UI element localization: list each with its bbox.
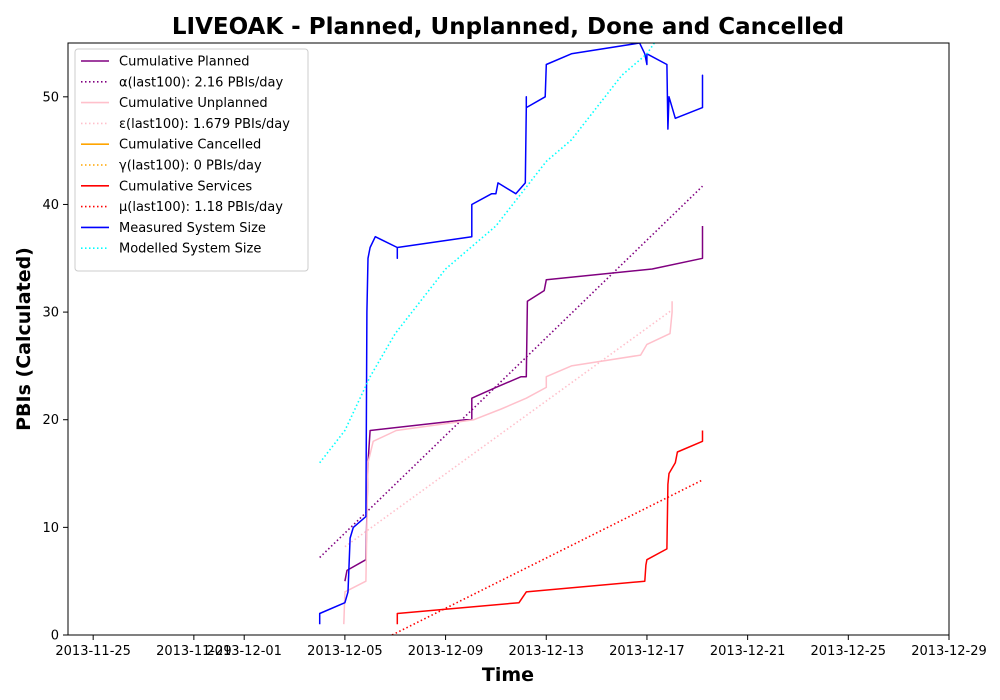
- series-group: [318, 43, 704, 635]
- axes-frame: [67, 42, 950, 636]
- legend-box: [74, 48, 309, 272]
- legend-label: Modelled System Size: [119, 242, 261, 257]
- legend-label: Cumulative Unplanned: [119, 96, 268, 111]
- x-tick-label: 2013-12-21: [710, 644, 786, 659]
- series-line-cumulative-unplanned: [343, 301, 673, 625]
- plot-area: [318, 43, 704, 635]
- y-tick-label: 20: [42, 413, 59, 428]
- x-tick-label: 2013-12-13: [508, 644, 584, 659]
- y-tick-label: 30: [42, 306, 59, 321]
- y-tick-label: 40: [42, 198, 59, 213]
- y-tick-label: 10: [42, 521, 59, 536]
- legend-label: μ(last100): 1.18 PBIs/day: [119, 200, 283, 215]
- x-tick-label: 2013-12-05: [307, 644, 383, 659]
- legend-label: Cumulative Services: [119, 179, 252, 194]
- series-line-last100-2-16-pbis-day: [319, 185, 704, 559]
- legend-label: Cumulative Cancelled: [119, 138, 261, 153]
- legend-label: Measured System Size: [119, 221, 266, 236]
- y-tick-label: 50: [42, 90, 59, 105]
- x-tick-label: 2013-12-09: [408, 644, 484, 659]
- y-axis-label: PBIs (Calculated): [13, 247, 35, 431]
- x-tick-label: 2013-11-25: [55, 644, 131, 659]
- x-tick-label: 2013-12-25: [811, 644, 887, 659]
- legend-label: γ(last100): 0 PBIs/day: [119, 159, 262, 174]
- x-axis-label: Time: [482, 664, 534, 686]
- chart-title: LIVEOAK - Planned, Unplanned, Done and C…: [172, 14, 844, 40]
- x-tick-label: 2013-11-29: [156, 644, 232, 659]
- series-line-last100-1-679-pbis-day: [344, 309, 673, 548]
- legend-label: Cumulative Planned: [119, 55, 249, 70]
- x-tick-label: 2013-12-17: [609, 644, 685, 659]
- x-tick-label: 2013-12-01: [206, 644, 282, 659]
- x-tick-label: 2013-12-29: [911, 644, 987, 659]
- legend: Cumulative Planned α(last100): 2.16 PBIs/…: [74, 48, 309, 272]
- series-line-measured-system-size: [318, 43, 704, 625]
- legend-label: α(last100): 2.16 PBIs/day: [119, 75, 284, 90]
- series-line-modelled-system-size: [319, 43, 655, 464]
- y-tick-label: 0: [51, 629, 59, 644]
- legend-label: ε(last100): 1.679 PBIs/day: [119, 117, 290, 132]
- series-line-last100-1-18-pbis-day: [391, 479, 703, 635]
- series-line-cumulative-services: [396, 430, 704, 625]
